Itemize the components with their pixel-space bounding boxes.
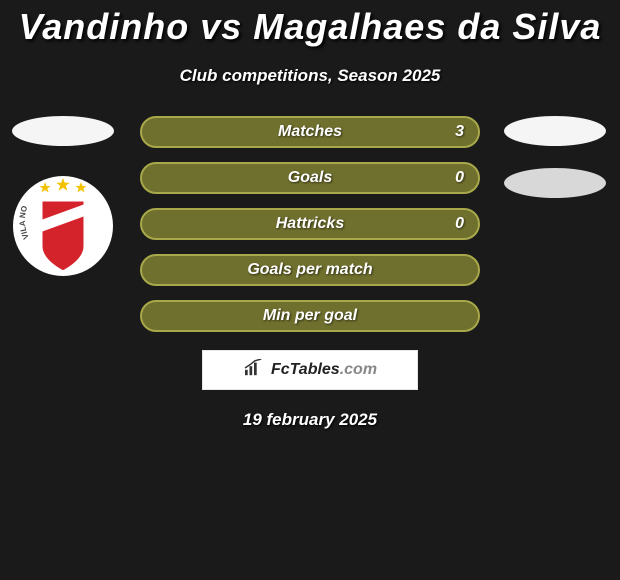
brand-box[interactable]: FcTables.com (202, 350, 418, 390)
footer-date: 19 february 2025 (0, 410, 620, 430)
stat-label: Goals per match (247, 261, 372, 279)
stat-row-goals-per-match: Goals per match (140, 254, 480, 286)
stat-right-value: 0 (455, 169, 464, 187)
stat-label: Goals (288, 169, 332, 187)
page-title: Vandinho vs Magalhaes da Silva (0, 0, 620, 48)
brand-chart-icon (243, 359, 265, 382)
player1-club-badge: VILA NOVA F.C. (11, 160, 115, 280)
stat-row-min-per-goal: Min per goal (140, 300, 480, 332)
player1-avatar-placeholder (12, 116, 114, 146)
player2-avatar-placeholder (504, 116, 606, 146)
comparison-content: VILA NOVA F.C. Matches 3 Goals 0 Hattric… (0, 116, 620, 430)
player2-club-placeholder (504, 168, 606, 198)
brand-text: FcTables.com (271, 361, 377, 379)
stat-pill-list: Matches 3 Goals 0 Hattricks 0 Goals per … (140, 116, 480, 332)
left-player-col: VILA NOVA F.C. (8, 116, 118, 280)
stat-label: Matches (278, 123, 342, 141)
stat-label: Min per goal (263, 307, 357, 325)
stat-right-value: 0 (455, 215, 464, 233)
stat-row-hattricks: Hattricks 0 (140, 208, 480, 240)
subtitle: Club competitions, Season 2025 (0, 66, 620, 86)
stat-row-matches: Matches 3 (140, 116, 480, 148)
stat-label: Hattricks (276, 215, 344, 233)
stat-row-goals: Goals 0 (140, 162, 480, 194)
stat-right-value: 3 (455, 123, 464, 141)
right-player-col (500, 116, 610, 198)
